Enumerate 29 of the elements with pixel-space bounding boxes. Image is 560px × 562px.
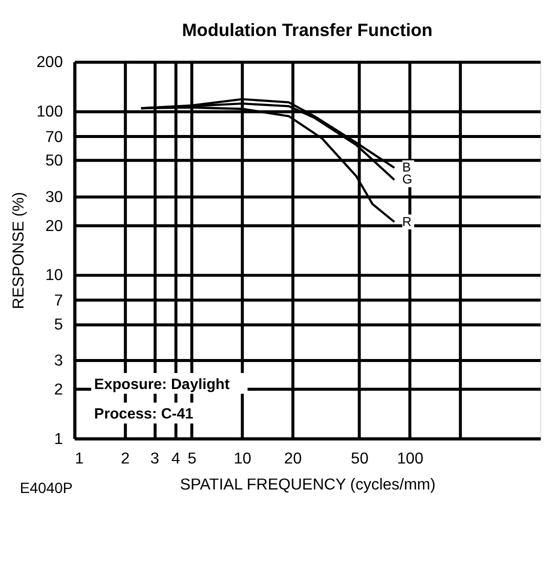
y-tick-label: 30 [45,189,64,206]
y-tick-label: 2 [54,382,64,399]
y-tick-label: 3 [54,352,64,370]
y-tick-label: 200 [36,54,64,72]
y-tick-label: 100 [36,103,64,120]
y-tick-label: 10 [45,267,64,284]
x-tick-label: 10 [234,450,252,468]
x-tick-label: 4 [171,450,180,468]
y-tick-label: 7 [54,292,64,310]
series-label: G [402,172,412,187]
text: E4040P [20,480,73,497]
x-tick-label: 1 [74,450,84,468]
annotation: Process: C-41 [94,406,194,423]
y-tick-label: 5 [54,316,64,334]
x-axis-title: SPATIAL FREQUENCY (cycles/mm) [180,476,436,494]
y-axis-title: RESPONSE (%) [10,192,28,310]
y-tick-label: 1 [54,430,64,448]
x-tick-label: 100 [396,450,424,468]
x-tick-label: 2 [120,450,130,468]
y-tick-label: 70 [45,128,64,146]
y-tick-label: 20 [45,218,64,235]
x-tick-label: 20 [284,450,302,468]
x-tick-label: 50 [350,450,369,468]
y-tick-label: 50 [45,152,64,170]
annotation: Exposure: Daylight [94,376,230,393]
x-tick-label: 5 [188,450,197,468]
series-label: R [402,214,412,229]
x-tick-label: 3 [150,450,160,468]
chart-title: Modulation Transfer Function [182,20,433,40]
